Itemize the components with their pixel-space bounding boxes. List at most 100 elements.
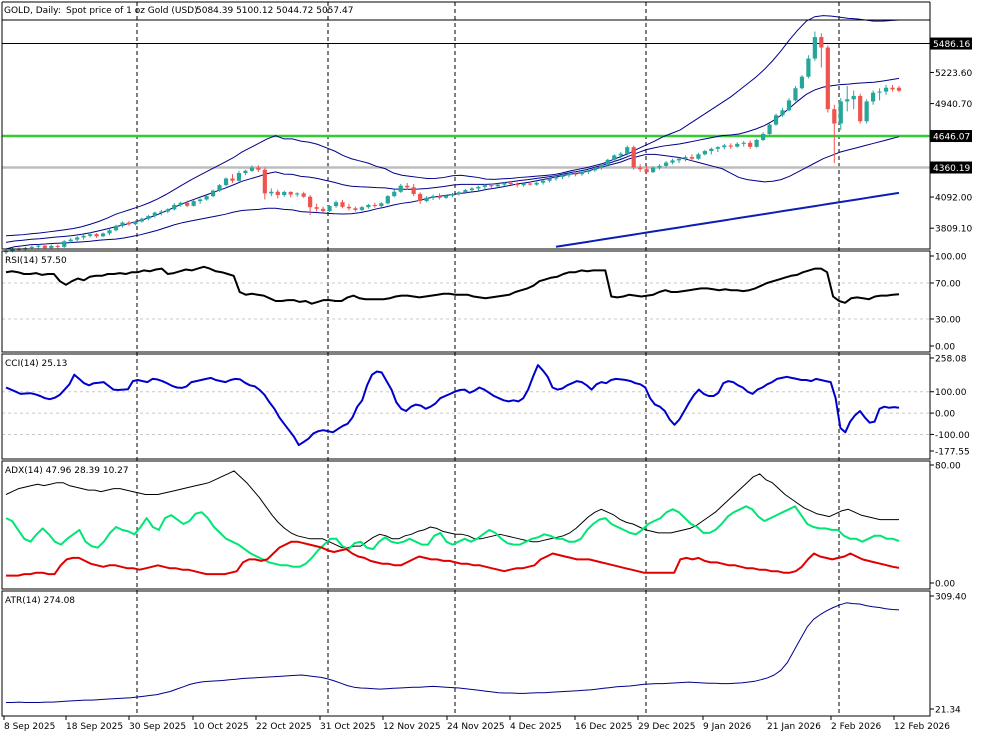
candle-body bbox=[592, 168, 597, 171]
panel-frame-3 bbox=[1, 460, 931, 590]
cci-panel[interactable] bbox=[5, 364, 900, 447]
candle-body bbox=[676, 158, 682, 161]
candle-body bbox=[456, 192, 462, 194]
candle bbox=[521, 182, 526, 187]
x-tick-label: 18 Sep 2025 bbox=[66, 722, 123, 732]
indicator-tick-label: 0.00 bbox=[935, 410, 955, 420]
atr-panel[interactable] bbox=[6, 602, 900, 703]
candle bbox=[333, 200, 339, 208]
candle bbox=[528, 181, 533, 186]
indicator-title: CCI(14) 25.13 bbox=[5, 359, 67, 369]
price-panel[interactable] bbox=[2, 15, 930, 254]
candle bbox=[540, 179, 546, 185]
candle-body bbox=[689, 157, 695, 159]
candle-body bbox=[650, 167, 656, 173]
candle-body bbox=[566, 173, 572, 176]
plus-di-line bbox=[5, 505, 900, 568]
candle-body bbox=[55, 245, 60, 247]
candle bbox=[612, 154, 617, 162]
candle-body bbox=[515, 184, 520, 186]
candle-body bbox=[405, 185, 410, 188]
candle bbox=[75, 236, 80, 242]
candle-body bbox=[113, 225, 119, 231]
candle bbox=[573, 171, 578, 177]
candle-body bbox=[741, 142, 746, 144]
x-tick-label: 24 Nov 2025 bbox=[447, 722, 505, 732]
candle bbox=[871, 90, 876, 105]
indicator-tick-label: 100.00 bbox=[935, 253, 967, 263]
candle-body bbox=[3, 251, 9, 253]
candle bbox=[359, 206, 365, 212]
candle-body bbox=[495, 184, 500, 187]
candle bbox=[88, 232, 93, 238]
candle-body bbox=[178, 202, 183, 205]
candle bbox=[715, 146, 720, 153]
candle bbox=[340, 200, 345, 209]
candle-body bbox=[191, 201, 196, 206]
candle-body bbox=[722, 145, 727, 148]
level-label-text: 4646.07 bbox=[933, 133, 970, 143]
candle-body bbox=[767, 124, 772, 134]
x-tick-label: 2 Feb 2026 bbox=[831, 722, 882, 732]
adx-panel[interactable] bbox=[5, 470, 900, 577]
rsi-panel[interactable] bbox=[5, 265, 900, 305]
cci-line bbox=[5, 364, 900, 447]
candle-body bbox=[858, 95, 863, 122]
candle bbox=[864, 99, 869, 124]
candle-body bbox=[10, 249, 15, 252]
indicator-tick-label: 100.00 bbox=[935, 388, 967, 398]
candle-body bbox=[100, 233, 106, 237]
candle bbox=[650, 166, 656, 174]
candle-body bbox=[670, 160, 675, 163]
candle bbox=[644, 165, 649, 175]
candle-body bbox=[528, 183, 533, 185]
candle bbox=[139, 217, 144, 223]
candle-body bbox=[172, 204, 177, 210]
candle bbox=[566, 172, 572, 178]
candle bbox=[851, 90, 856, 110]
candle bbox=[249, 165, 255, 172]
rsi-line bbox=[5, 265, 900, 305]
candle-body bbox=[62, 241, 67, 247]
candle bbox=[42, 243, 47, 249]
candle-body bbox=[94, 234, 99, 237]
candle bbox=[515, 182, 520, 188]
candle-body bbox=[340, 202, 345, 207]
candle bbox=[463, 188, 468, 194]
candle-body bbox=[586, 170, 591, 172]
candle-body bbox=[890, 87, 895, 90]
candle-body bbox=[502, 182, 507, 185]
candle bbox=[301, 191, 306, 198]
level-label-bg bbox=[930, 37, 972, 50]
level-label-text: 5486.16 bbox=[933, 40, 970, 50]
candle-body bbox=[625, 147, 630, 154]
candle-body bbox=[812, 37, 817, 59]
panel-frame-1 bbox=[1, 250, 931, 353]
candle bbox=[172, 203, 177, 211]
candle bbox=[534, 181, 539, 186]
candle-body bbox=[663, 162, 669, 166]
candle-body bbox=[540, 180, 546, 183]
candle bbox=[599, 163, 604, 170]
candle bbox=[754, 138, 759, 148]
candle bbox=[845, 86, 850, 112]
candle bbox=[443, 194, 449, 199]
candle-body bbox=[793, 88, 798, 101]
candle bbox=[269, 188, 274, 197]
candle-body bbox=[81, 235, 86, 238]
candle-body bbox=[864, 101, 869, 122]
candle-body bbox=[288, 191, 293, 195]
candle-body bbox=[308, 196, 313, 208]
candle-body bbox=[553, 176, 559, 179]
candle bbox=[683, 155, 688, 162]
indicator-tick-label: 0.00 bbox=[935, 580, 955, 590]
candle-body bbox=[599, 164, 604, 169]
adx-line bbox=[5, 470, 899, 549]
candle bbox=[379, 202, 384, 208]
price-tick-label: 4940.70 bbox=[935, 100, 972, 110]
candle bbox=[282, 190, 287, 197]
candle-body bbox=[385, 196, 390, 204]
